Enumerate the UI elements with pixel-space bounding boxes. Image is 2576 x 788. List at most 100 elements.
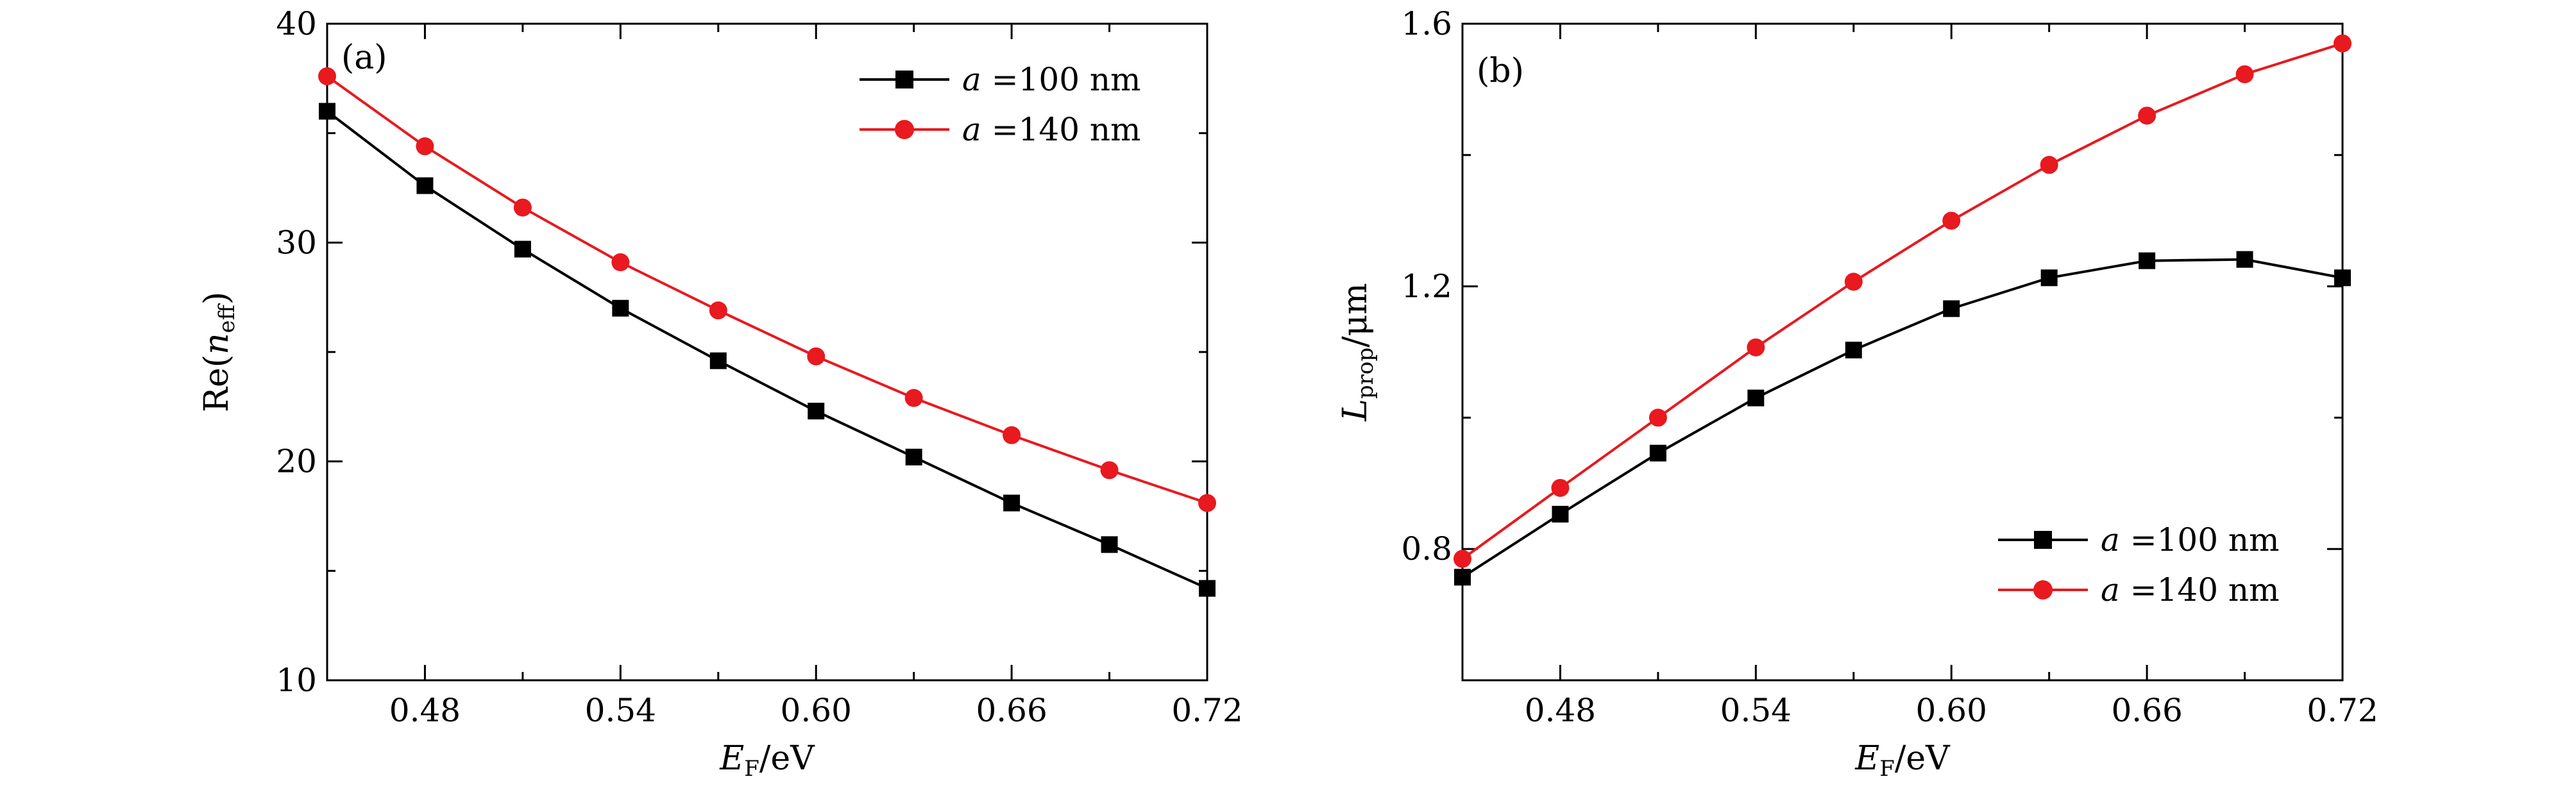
panel-b-legend-text-100nm: a =100 nm xyxy=(2101,521,2280,558)
series-0-point xyxy=(2334,269,2351,287)
y-tick-label: 0.8 xyxy=(1401,530,1452,567)
y-tick-label: 1.2 xyxy=(1401,268,1452,305)
panel-b-legend-var-100nm: a xyxy=(2101,521,2120,558)
panel-a-x-label-unit: /eV xyxy=(759,739,815,778)
panel-a-legend-text-100nm: a =100 nm xyxy=(962,61,1141,98)
panel-b-x-label-sub: F xyxy=(1879,756,1895,782)
series-0-point xyxy=(1747,389,1765,407)
panel-a-ticks: 0.48 0.54 0.60 0.66 0.72 10 20 30 40 xyxy=(276,5,1242,729)
series-0-point xyxy=(1199,580,1216,597)
panel-a-y-label-post: ) xyxy=(198,292,236,305)
panel-b-legend-rest-100nm: =100 nm xyxy=(2120,521,2280,558)
x-tick-label: 0.66 xyxy=(2111,692,2182,729)
panel-a-y-label-pre: Re( xyxy=(198,355,236,412)
panel-b-legend-marker-100nm xyxy=(2034,531,2052,549)
panel-b-series xyxy=(1453,34,2351,586)
panel-a: 0.48 0.54 0.60 0.66 0.72 10 20 30 40 (a) EF/eV R… xyxy=(198,5,1243,782)
panel-b-x-axis-label: EF/eV xyxy=(1854,739,1951,782)
panel-b-y-label-unit: /μm xyxy=(1336,283,1375,348)
x-tick-label: 0.48 xyxy=(1525,692,1596,729)
panel-a-x-axis-label: EF/eV xyxy=(719,739,815,782)
series-1-point xyxy=(2235,65,2254,83)
panel-b-x-label-unit: /eV xyxy=(1895,739,1951,778)
series-1-point xyxy=(513,198,532,217)
series-0-point xyxy=(514,240,531,258)
x-tick-label: 0.72 xyxy=(1171,692,1242,729)
x-tick-label: 0.72 xyxy=(2307,692,2378,729)
panel-b-label: (b) xyxy=(1477,52,1524,90)
series-line-1 xyxy=(1461,42,2343,560)
series-line-0 xyxy=(326,110,1208,590)
series-1-point xyxy=(1844,272,1863,291)
series-1-point xyxy=(709,301,727,320)
panel-b-y-axis-label: Lprop/μm xyxy=(1336,283,1378,421)
series-1-point xyxy=(611,253,630,272)
panel-b-legend: a =100 nm a =140 nm xyxy=(1998,521,2280,608)
panel-a-label: (a) xyxy=(341,38,387,77)
series-0-point xyxy=(1845,341,1862,358)
series-0-point xyxy=(319,103,335,120)
panel-a-y-axis-label: Re(neff) xyxy=(198,292,240,412)
panel-a-x-label-sub: F xyxy=(744,756,759,782)
panel-b: 0.48 0.54 0.60 0.66 0.720.81.21.6 (b) EF/eV … xyxy=(1336,5,2378,782)
series-1-point xyxy=(416,137,434,156)
panel-b-legend-rest-140nm: =140 nm xyxy=(2120,571,2280,608)
series-0-point xyxy=(808,403,825,420)
series-1-point xyxy=(807,347,826,365)
series-0-point xyxy=(2236,251,2253,268)
series-0-point xyxy=(416,177,434,194)
panel-a-legend-var-140nm: a xyxy=(962,111,981,148)
panel-a-y-label-main: n xyxy=(198,333,236,355)
y-tick-label: 1.6 xyxy=(1401,5,1452,42)
series-1-point xyxy=(2334,34,2351,53)
panel-b-plot-frame xyxy=(1461,22,2344,682)
panel-b-y-label-main: L xyxy=(1336,399,1375,422)
series-1-point xyxy=(1551,478,1570,497)
panel-a-legend-var-100nm: a xyxy=(962,61,981,98)
panel-b-legend-var-140nm: a xyxy=(2101,571,2120,608)
panel-a-legend-marker-140nm xyxy=(895,120,914,139)
series-0-point xyxy=(1454,569,1471,586)
y-tick-label: 10 xyxy=(276,662,317,699)
panel-a-legend-marker-100nm xyxy=(895,71,913,88)
series-1-point xyxy=(904,389,923,407)
series-0-point xyxy=(905,448,922,465)
series-1-point xyxy=(318,67,336,85)
series-0-point xyxy=(1101,536,1118,553)
x-tick-label: 0.60 xyxy=(781,692,852,729)
series-0-point xyxy=(2040,269,2058,287)
series-0-point xyxy=(1649,444,1666,462)
series-1-point xyxy=(1453,549,1471,568)
series-1-point xyxy=(1198,494,1216,512)
panel-a-y-label-sub: eff xyxy=(214,303,240,333)
series-0-point xyxy=(709,352,727,369)
x-tick-label: 0.60 xyxy=(1916,692,1987,729)
y-tick-label: 30 xyxy=(276,224,317,261)
y-tick-label: 40 xyxy=(276,5,317,42)
series-1-point xyxy=(2138,106,2157,125)
panel-a-legend-text-140nm: a =140 nm xyxy=(962,111,1141,148)
x-tick-label: 0.48 xyxy=(389,692,461,729)
x-tick-label: 0.54 xyxy=(1720,692,1792,729)
series-0-point xyxy=(1003,494,1021,512)
series-1-point xyxy=(1100,461,1119,480)
y-tick-label: 20 xyxy=(276,443,317,480)
panel-a-legend-rest-140nm: =140 nm xyxy=(981,111,1141,148)
series-line-0 xyxy=(1461,258,2343,578)
series-0-point xyxy=(1552,505,1569,523)
panel-b-ticks: 0.48 0.54 0.60 0.66 0.72 0.8 1.2 1.6 xyxy=(1401,5,2378,729)
panel-a-x-label-main: E xyxy=(719,739,744,778)
series-0-point xyxy=(1943,300,1960,317)
panel-b-y-label-sub: prop xyxy=(1353,348,1378,399)
series-1-point xyxy=(1942,212,1961,230)
x-tick-label: 0.54 xyxy=(585,692,656,729)
series-1-point xyxy=(1648,408,1667,427)
series-0-point xyxy=(612,299,629,317)
panel-b-legend-text-140nm: a =140 nm xyxy=(2101,571,2280,608)
panel-a-legend: a =100 nm a =140 nm xyxy=(860,61,1141,148)
series-line-1 xyxy=(326,75,1208,505)
panel-b-legend-marker-140nm xyxy=(2033,580,2053,599)
x-tick-label: 0.66 xyxy=(976,692,1047,729)
panel-a-series xyxy=(318,67,1216,597)
